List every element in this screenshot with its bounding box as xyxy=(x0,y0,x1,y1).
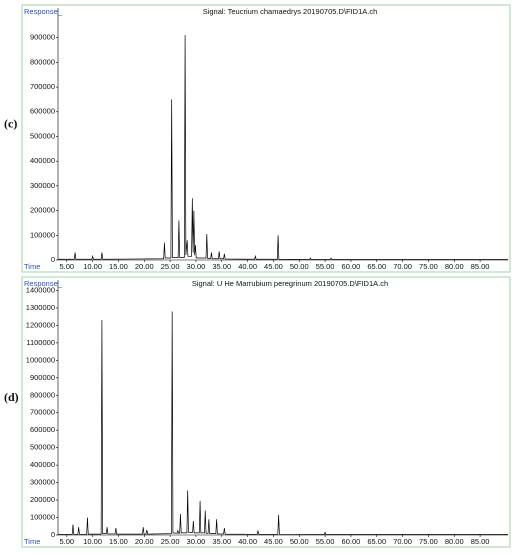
x-tick-label: 60.00 xyxy=(342,537,361,546)
x-tick-label: 65.00 xyxy=(367,537,386,546)
signal-line xyxy=(58,311,508,535)
x-tick-label: 85.00 xyxy=(471,537,490,546)
x-tick-label: 45.00 xyxy=(264,537,283,546)
y-tick-label: 1200000 xyxy=(26,320,55,329)
x-tick-label: 30.00 xyxy=(187,537,206,546)
y-tick-label: 1100000 xyxy=(26,338,55,347)
y-tick-label: 700000 xyxy=(30,82,55,91)
y-tick-label: 0 xyxy=(51,255,55,264)
signal-line xyxy=(58,35,508,260)
y-tick-label: 600000 xyxy=(30,425,55,434)
y-tick-label: 300000 xyxy=(30,181,55,190)
x-tick-label: 55.00 xyxy=(316,537,335,546)
y-axis-label: Response_ xyxy=(24,7,63,16)
panel-label: (d) xyxy=(4,390,19,404)
x-tick-label: 15.00 xyxy=(109,537,128,546)
x-tick-label: 50.00 xyxy=(290,537,309,546)
y-tick-label: 100000 xyxy=(30,230,55,239)
x-tick-label: 80.00 xyxy=(445,262,464,271)
x-tick-label: 70.00 xyxy=(393,537,412,546)
x-tick-label: 5.00 xyxy=(59,537,74,546)
panel-label: (c) xyxy=(4,116,17,130)
x-tick-label: 10.00 xyxy=(83,537,102,546)
y-tick-label: 900000 xyxy=(30,33,55,42)
y-tick-label: 200000 xyxy=(30,495,55,504)
signal-title: Signal: Teucrium chamaedrys 20190705.D\F… xyxy=(203,7,378,16)
y-axis-label: Response_ xyxy=(24,279,63,288)
signal-title: Signal: U He Marrubium peregrinum 201907… xyxy=(192,279,388,288)
y-tick-label: 400000 xyxy=(30,460,55,469)
x-tick-label: 5.00 xyxy=(59,262,74,271)
x-tick-label: 25.00 xyxy=(161,537,180,546)
y-tick-label: 0 xyxy=(51,530,55,539)
x-tick-label: 75.00 xyxy=(419,537,438,546)
y-tick-label: 800000 xyxy=(30,390,55,399)
x-axis-label: Time xyxy=(24,262,40,271)
y-tick-label: 200000 xyxy=(30,206,55,215)
y-tick-label: 700000 xyxy=(30,408,55,417)
x-tick-label: 45.00 xyxy=(264,262,283,271)
x-tick-label: 15.00 xyxy=(109,262,128,271)
x-tick-label: 35.00 xyxy=(212,262,231,271)
x-tick-label: 70.00 xyxy=(393,262,412,271)
y-tick-label: 500000 xyxy=(30,443,55,452)
y-tick-label: 800000 xyxy=(30,57,55,66)
y-tick-label: 100000 xyxy=(30,513,55,522)
x-tick-label: 65.00 xyxy=(367,262,386,271)
x-axis-label: Time xyxy=(24,537,40,546)
x-tick-label: 85.00 xyxy=(471,262,490,271)
x-tick-label: 50.00 xyxy=(290,262,309,271)
y-tick-label: 1300000 xyxy=(26,303,55,312)
y-tick-label: 500000 xyxy=(30,131,55,140)
y-tick-label: 900000 xyxy=(30,373,55,382)
x-tick-label: 35.00 xyxy=(212,537,231,546)
x-tick-label: 60.00 xyxy=(342,262,361,271)
y-tick-label: 400000 xyxy=(30,156,55,165)
frame xyxy=(21,276,511,548)
x-tick-label: 80.00 xyxy=(445,537,464,546)
x-tick-label: 10.00 xyxy=(83,262,102,271)
y-tick-label: 1000000 xyxy=(26,355,55,364)
x-tick-label: 75.00 xyxy=(419,262,438,271)
x-tick-label: 20.00 xyxy=(135,262,154,271)
x-tick-label: 30.00 xyxy=(187,262,206,271)
x-tick-label: 40.00 xyxy=(238,537,257,546)
y-tick-label: 300000 xyxy=(30,478,55,487)
frame xyxy=(21,4,511,273)
y-tick-label: 600000 xyxy=(30,107,55,116)
x-tick-label: 40.00 xyxy=(238,262,257,271)
x-tick-label: 20.00 xyxy=(135,537,154,546)
x-tick-label: 55.00 xyxy=(316,262,335,271)
y-tick-label: 1400000 xyxy=(26,285,55,294)
x-tick-label: 25.00 xyxy=(161,262,180,271)
